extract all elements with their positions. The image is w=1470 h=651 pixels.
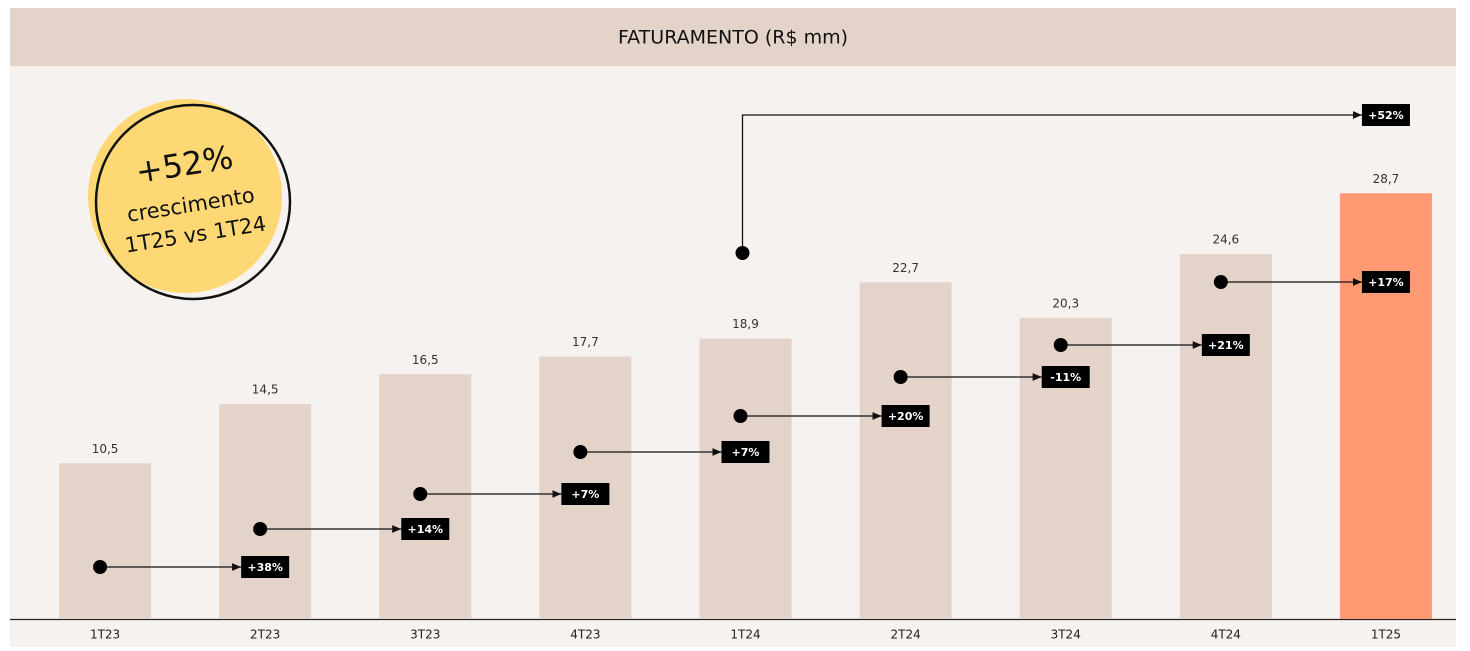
growth-label: -11% <box>1050 371 1081 384</box>
title-band <box>10 8 1456 66</box>
growth-label: +38% <box>247 561 283 574</box>
growth-label-box <box>1201 334 1250 356</box>
badge-outline <box>94 103 292 301</box>
growth-label-box <box>561 483 610 505</box>
data-label: 24,6 <box>1212 233 1239 247</box>
bar <box>699 338 792 619</box>
x-tick-label: 3T23 <box>410 628 440 642</box>
growth-label-box <box>1041 366 1090 388</box>
data-label: 22,7 <box>892 261 919 275</box>
data-label: 17,7 <box>572 335 599 349</box>
bar <box>219 403 312 619</box>
x-tick-label: 1T25 <box>1371 628 1401 642</box>
badge-fill <box>88 99 282 293</box>
growth-dot <box>573 445 588 459</box>
growth-dot <box>893 370 908 384</box>
yoy-arrow <box>741 111 1362 253</box>
growth-dot <box>1213 275 1228 289</box>
data-label: 18,9 <box>732 317 759 331</box>
data-label: 14,5 <box>252 382 279 396</box>
growth-dot <box>253 522 268 536</box>
x-tick-label: 1T24 <box>730 628 760 642</box>
data-label: 10,5 <box>92 442 119 456</box>
bar <box>59 463 152 619</box>
data-label: 16,5 <box>412 353 439 367</box>
growth-dot <box>733 409 748 423</box>
growth-dot <box>1053 338 1068 352</box>
data-label: 20,3 <box>1052 296 1079 310</box>
bar <box>1179 254 1272 619</box>
growth-label-box <box>1361 271 1410 293</box>
data-label: 28,7 <box>1373 172 1400 186</box>
growth-dot <box>413 487 428 501</box>
growth-label: +14% <box>408 523 444 536</box>
bar <box>1339 193 1432 620</box>
yoy-label-box <box>1361 104 1410 126</box>
bar <box>859 282 952 619</box>
x-tick-label: 1T23 <box>90 628 120 642</box>
growth-label: +7% <box>571 488 599 501</box>
growth-label-box <box>721 441 770 463</box>
x-tick-label: 3T24 <box>1051 628 1081 642</box>
growth-label: +21% <box>1208 339 1244 352</box>
chart-title: FATURAMENTO (R$ mm) <box>618 27 848 49</box>
x-tick-label: 4T23 <box>570 628 600 642</box>
yoy-dot <box>735 246 750 260</box>
growth-label-box <box>881 405 930 427</box>
growth-label-box <box>401 518 450 540</box>
growth-dot <box>93 560 108 574</box>
yoy-label: +52% <box>1368 109 1404 122</box>
badge: +52% crescimento 1T25 vs 1T24 <box>88 99 292 301</box>
growth-label: +20% <box>888 410 924 423</box>
x-tick-label: 2T23 <box>250 628 280 642</box>
x-tick-label: 4T24 <box>1211 628 1241 642</box>
growth-label-box <box>241 556 290 578</box>
growth-label: +17% <box>1368 276 1404 289</box>
growth-label: +7% <box>732 446 760 459</box>
x-tick-label: 2T24 <box>890 628 920 642</box>
bar <box>1019 317 1112 619</box>
